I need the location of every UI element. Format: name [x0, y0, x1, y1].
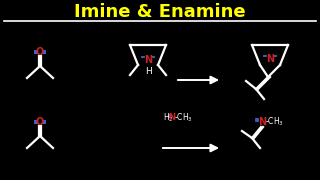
Text: H$_2$: H$_2$ [163, 112, 174, 124]
Text: H: H [145, 66, 151, 75]
Text: O: O [36, 47, 44, 57]
Text: N: N [258, 117, 266, 127]
Text: Imine & Enamine: Imine & Enamine [74, 3, 246, 21]
Text: N: N [144, 55, 152, 65]
Text: N: N [266, 54, 274, 64]
Text: N: N [169, 114, 175, 123]
Text: O: O [36, 117, 44, 127]
Text: -CH$_3$: -CH$_3$ [265, 116, 284, 128]
Text: -CH$_3$: -CH$_3$ [174, 112, 193, 124]
